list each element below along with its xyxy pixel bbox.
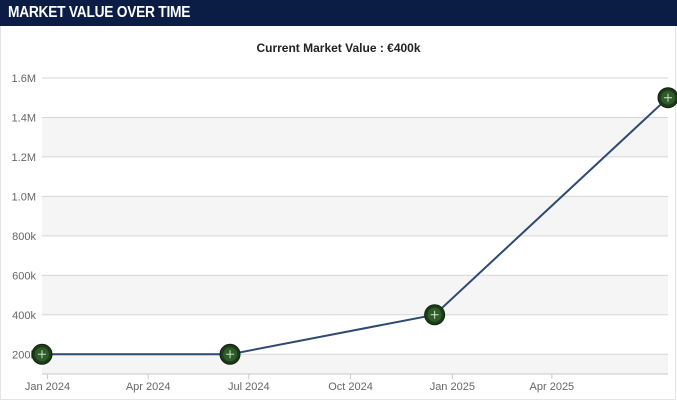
section-title: MARKET VALUE OVER TIME bbox=[8, 4, 191, 21]
plot-bands bbox=[42, 117, 668, 374]
crest-detail bbox=[664, 93, 672, 102]
plot-band bbox=[42, 117, 668, 157]
y-tick-label: 1.6M bbox=[12, 73, 36, 85]
x-tick-label: Apr 2024 bbox=[126, 381, 171, 393]
crest-detail bbox=[430, 310, 439, 319]
y-tick-label: 400k bbox=[12, 310, 36, 322]
y-tick-label: 600k bbox=[12, 270, 36, 282]
y-tick-label: 800k bbox=[12, 231, 36, 243]
x-tick-label: Jan 2024 bbox=[25, 381, 70, 393]
market-value-series bbox=[42, 96, 669, 356]
x-axis: Jan 2024 Apr 2024 Jul 2024 Oct 2024 Jan 2025… bbox=[25, 373, 668, 393]
x-tick-label: Jan 2025 bbox=[430, 381, 475, 393]
y-tick-label: 200k bbox=[12, 349, 36, 361]
plot-band bbox=[42, 196, 668, 236]
market-value-line bbox=[42, 96, 669, 356]
y-axis: 200k 400k 600k 800k 1.0M 1.2M 1.4M 1.6M bbox=[12, 73, 37, 361]
data-point[interactable] bbox=[657, 87, 677, 109]
x-tick-label: Apr 2025 bbox=[530, 381, 575, 393]
data-point[interactable] bbox=[424, 304, 446, 326]
x-tick-label: Oct 2024 bbox=[328, 381, 373, 393]
x-tick-label: Jul 2024 bbox=[228, 381, 270, 393]
chart-title: Current Market Value : €400k bbox=[256, 41, 421, 55]
y-tick-label: 1.0M bbox=[12, 191, 36, 203]
section-header: MARKET VALUE OVER TIME bbox=[0, 0, 677, 26]
crest-detail bbox=[38, 350, 46, 359]
y-tick-label: 1.4M bbox=[12, 112, 36, 124]
plot-band bbox=[42, 354, 668, 374]
plot-band bbox=[42, 275, 668, 315]
crest-detail bbox=[226, 350, 235, 359]
data-markers bbox=[31, 87, 677, 365]
y-tick-label: 1.2M bbox=[12, 152, 36, 164]
data-point[interactable] bbox=[31, 343, 53, 365]
grid-lines bbox=[42, 77, 668, 355]
data-point[interactable] bbox=[219, 343, 241, 365]
